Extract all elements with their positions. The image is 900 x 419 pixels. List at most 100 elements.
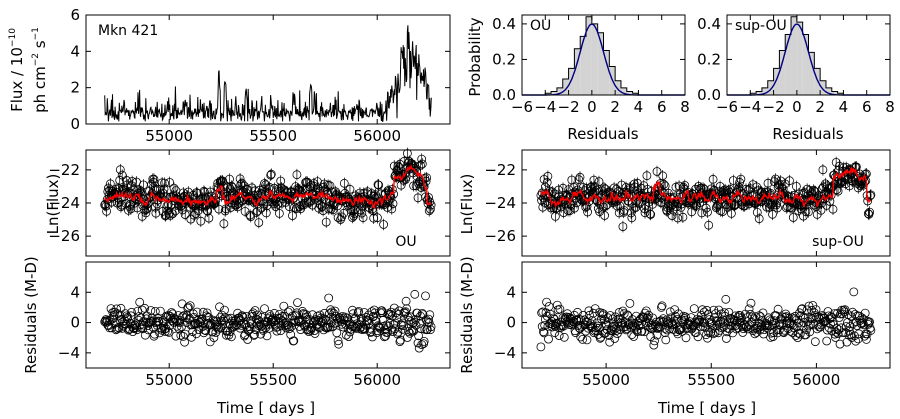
- hist-supou-model-label: sup-OU: [735, 18, 787, 34]
- data-point: [727, 208, 736, 218]
- residual-point: [576, 332, 586, 342]
- residual-point: [389, 303, 399, 313]
- residual-point: [180, 329, 190, 339]
- flux-axis-label: Flux / 10−10: [8, 28, 26, 112]
- residual-point: [371, 316, 380, 326]
- residual-point: [597, 314, 606, 324]
- hist-ou-model-label: OU: [530, 18, 551, 34]
- residual-point: [805, 327, 815, 337]
- histogram-bar: [773, 68, 780, 95]
- residual-point: [582, 335, 592, 345]
- residual-point: [539, 327, 548, 337]
- residual-point: [178, 331, 188, 341]
- residual-point: [681, 333, 691, 343]
- residual-point: [184, 315, 194, 324]
- residual-point: [137, 323, 146, 332]
- residual-point: [791, 331, 801, 341]
- histogram-bar: [568, 68, 575, 95]
- residual-point: [559, 332, 569, 342]
- data-point: [744, 199, 754, 209]
- residual-point: [418, 310, 428, 320]
- y-tick-label: 0: [70, 314, 80, 332]
- hist-ou-xlabel: Residuals: [567, 125, 638, 143]
- data-point: [828, 204, 838, 214]
- data-point: [816, 205, 826, 215]
- histogram-bar: [808, 52, 815, 95]
- histogram-ou-panel: −6 −4 −2 0 2 4 6 8 0.0 0.2 0.4: [492, 14, 690, 116]
- residual-point: [255, 319, 265, 329]
- x-tick-label: −4: [534, 98, 556, 116]
- data-point: [276, 176, 286, 186]
- residual-point: [837, 305, 847, 315]
- y-tick-label: 2: [70, 79, 80, 97]
- residual-point: [410, 289, 420, 299]
- data-point: [865, 191, 875, 201]
- histogram-bar: [837, 93, 844, 95]
- residual-point: [746, 298, 756, 308]
- histogram-supou-panel: −6 −4 −2 0 2 4 6 8 0.0 0.2 0.4: [697, 14, 895, 116]
- data-point: [543, 171, 553, 181]
- histogram-bar: [767, 80, 774, 95]
- residual-point: [314, 316, 324, 325]
- x-tick-label: −6: [716, 98, 738, 116]
- data-point: [542, 177, 552, 187]
- residual-point: [584, 306, 594, 316]
- residual-point: [702, 305, 712, 315]
- data-point: [226, 181, 236, 191]
- histogram-bar: [586, 16, 592, 95]
- residual-point: [809, 308, 819, 317]
- data-point: [590, 181, 599, 191]
- data-point: [826, 190, 836, 200]
- residual-point: [116, 303, 126, 313]
- residual-point: [391, 318, 400, 328]
- data-point: [421, 176, 431, 186]
- data-point: [387, 204, 397, 214]
- residual-point: [218, 320, 228, 330]
- lightcurve-frame: [85, 14, 451, 125]
- histogram-bar: [791, 16, 797, 95]
- residual-point: [621, 325, 631, 335]
- data-point: [196, 216, 206, 226]
- data-point: [274, 208, 284, 218]
- data-point: [662, 205, 671, 215]
- data-point: [261, 208, 271, 218]
- residual-point: [840, 305, 850, 315]
- data-point: [116, 202, 126, 212]
- residual-point: [556, 322, 566, 332]
- residual-point: [413, 338, 423, 348]
- residual-point: [771, 311, 781, 321]
- data-point: [295, 185, 305, 195]
- residual-point: [662, 315, 671, 325]
- data-point: [704, 220, 714, 230]
- data-point: [136, 186, 146, 196]
- residual-point: [402, 304, 412, 314]
- residual-point: [360, 324, 370, 334]
- data-point: [767, 199, 777, 209]
- residual-point: [684, 319, 694, 329]
- residual-point: [155, 306, 165, 316]
- lnflux-supou-panel: −22 −24 −26: [484, 149, 891, 257]
- data-point: [645, 209, 655, 219]
- residual-point: [735, 311, 745, 321]
- residual-point: [388, 327, 398, 337]
- residual-point: [689, 304, 699, 314]
- x-tick-label: 56000: [793, 371, 841, 389]
- residual-point: [353, 308, 363, 318]
- residual-point: [293, 298, 302, 308]
- data-point: [114, 197, 124, 207]
- residuals-ou-panel: 55000 55500 56000 4 0 −4: [58, 261, 451, 389]
- residual-point: [843, 310, 853, 319]
- data-point: [231, 200, 241, 210]
- residual-point: [641, 306, 651, 316]
- data-point: [667, 211, 677, 221]
- residual-point: [703, 333, 712, 343]
- y-tick-label: −26: [48, 227, 80, 245]
- data-point: [669, 205, 678, 215]
- data-point: [225, 174, 234, 184]
- residual-point: [797, 304, 806, 314]
- residual-point: [396, 319, 406, 329]
- x-tick-label: 6: [862, 98, 872, 116]
- data-point: [292, 170, 302, 180]
- residual-point: [412, 308, 422, 318]
- residual-point: [344, 332, 354, 342]
